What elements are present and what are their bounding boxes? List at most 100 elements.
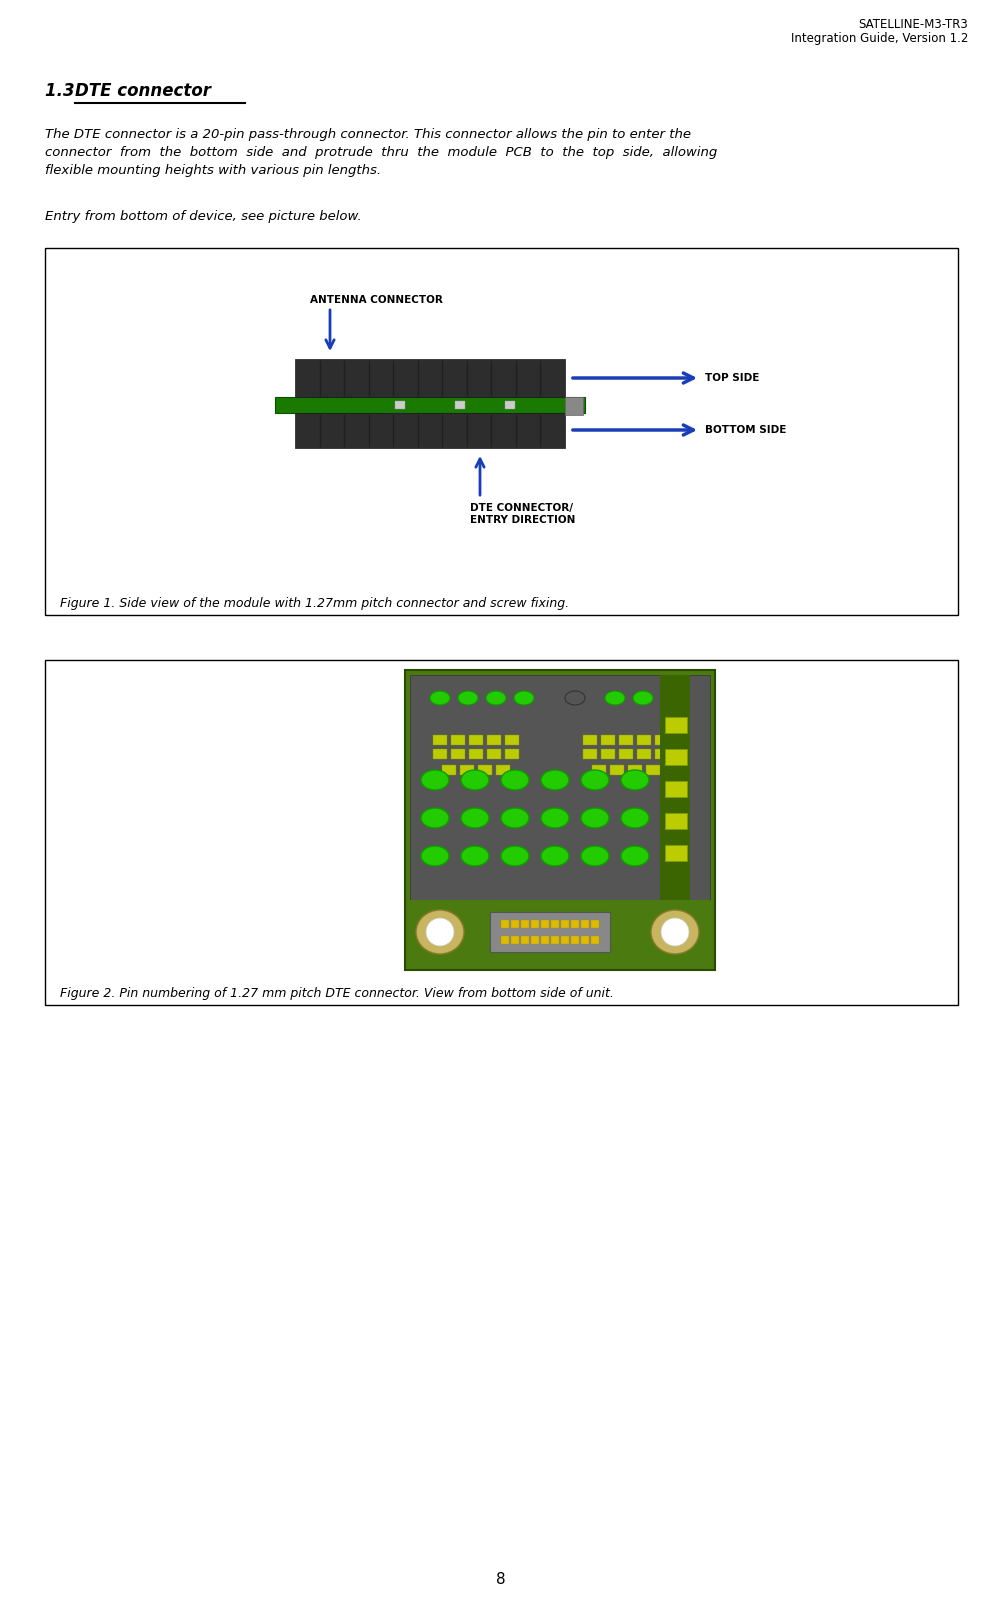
Bar — [550, 920, 558, 928]
Bar — [560, 920, 568, 928]
Bar — [600, 735, 614, 744]
Bar — [469, 735, 483, 744]
Ellipse shape — [580, 770, 608, 789]
Bar — [496, 765, 509, 775]
Bar — [560, 936, 568, 944]
Text: 8: 8 — [496, 1572, 505, 1587]
Bar — [664, 814, 686, 830]
Bar — [590, 936, 598, 944]
Bar — [664, 846, 686, 860]
Bar — [490, 912, 609, 952]
Bar — [659, 675, 689, 901]
Bar — [433, 735, 447, 744]
Bar — [530, 936, 538, 944]
Bar — [487, 749, 501, 759]
Bar — [520, 920, 528, 928]
Bar — [455, 401, 465, 409]
Bar — [570, 936, 578, 944]
Text: SATELLINE-M3-TR3: SATELLINE-M3-TR3 — [858, 18, 967, 31]
Bar — [501, 920, 508, 928]
Bar — [433, 749, 447, 759]
Ellipse shape — [416, 910, 464, 954]
Ellipse shape — [501, 809, 528, 828]
Bar — [451, 735, 465, 744]
Bar — [504, 735, 518, 744]
Bar — [570, 920, 578, 928]
Bar — [664, 717, 686, 733]
Text: ANTENNA CONNECTOR: ANTENNA CONNECTOR — [310, 295, 443, 304]
Bar — [664, 749, 686, 765]
Bar — [627, 765, 641, 775]
Ellipse shape — [540, 770, 568, 789]
Ellipse shape — [461, 846, 489, 867]
Bar — [410, 675, 709, 901]
Bar — [580, 936, 588, 944]
Ellipse shape — [580, 809, 608, 828]
Bar — [478, 765, 492, 775]
Ellipse shape — [632, 691, 652, 706]
Text: connector  from  the  bottom  side  and  protrude  thru  the  module  PCB  to  t: connector from the bottom side and protr… — [45, 147, 716, 159]
Text: BOTTOM SIDE: BOTTOM SIDE — [704, 425, 786, 435]
Ellipse shape — [458, 691, 478, 706]
Ellipse shape — [660, 918, 688, 946]
Ellipse shape — [580, 846, 608, 867]
Text: DTE connector: DTE connector — [75, 82, 210, 100]
Ellipse shape — [501, 770, 528, 789]
Bar — [636, 735, 650, 744]
Ellipse shape — [620, 846, 648, 867]
Bar — [395, 401, 405, 409]
Text: flexible mounting heights with various pin lengths.: flexible mounting heights with various p… — [45, 164, 381, 177]
Bar — [45, 661, 957, 1005]
Bar — [45, 248, 957, 615]
Text: 1.3: 1.3 — [45, 82, 80, 100]
Text: TOP SIDE: TOP SIDE — [704, 374, 759, 383]
Ellipse shape — [430, 691, 450, 706]
Ellipse shape — [461, 809, 489, 828]
Ellipse shape — [426, 918, 454, 946]
Bar — [590, 920, 598, 928]
Bar — [582, 749, 596, 759]
Ellipse shape — [421, 770, 449, 789]
Bar — [451, 749, 465, 759]
Bar — [580, 920, 588, 928]
Ellipse shape — [604, 691, 624, 706]
Bar — [550, 936, 558, 944]
Text: DTE CONNECTOR/
ENTRY DIRECTION: DTE CONNECTOR/ ENTRY DIRECTION — [470, 503, 575, 525]
Ellipse shape — [540, 809, 568, 828]
Bar — [487, 735, 501, 744]
Bar — [504, 749, 518, 759]
Text: Figure 1. Side view of the module with 1.27mm pitch connector and screw fixing.: Figure 1. Side view of the module with 1… — [60, 598, 568, 611]
Bar — [510, 936, 518, 944]
Bar — [405, 670, 714, 970]
Bar — [504, 401, 514, 409]
Bar — [295, 412, 564, 448]
Ellipse shape — [620, 770, 648, 789]
Bar — [295, 359, 564, 396]
Bar — [654, 749, 668, 759]
Bar — [540, 936, 548, 944]
Bar — [636, 749, 650, 759]
Bar — [618, 749, 632, 759]
Bar — [618, 735, 632, 744]
Ellipse shape — [421, 809, 449, 828]
Bar — [654, 735, 668, 744]
Ellipse shape — [564, 691, 584, 706]
Bar — [582, 735, 596, 744]
Ellipse shape — [650, 910, 698, 954]
Bar — [645, 765, 659, 775]
Ellipse shape — [501, 846, 528, 867]
Ellipse shape — [461, 770, 489, 789]
Bar — [540, 920, 548, 928]
Ellipse shape — [486, 691, 505, 706]
Ellipse shape — [421, 846, 449, 867]
Text: Entry from bottom of device, see picture below.: Entry from bottom of device, see picture… — [45, 209, 362, 222]
Ellipse shape — [620, 809, 648, 828]
Bar — [510, 920, 518, 928]
Bar — [600, 749, 614, 759]
Ellipse shape — [513, 691, 533, 706]
Bar — [469, 749, 483, 759]
Bar — [591, 765, 605, 775]
Bar — [460, 765, 474, 775]
Bar — [442, 765, 456, 775]
Bar — [275, 396, 584, 412]
